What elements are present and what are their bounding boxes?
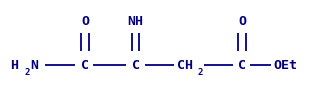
Text: C: C xyxy=(132,58,140,71)
Text: O: O xyxy=(81,15,89,28)
Text: H: H xyxy=(10,58,18,71)
Text: NH: NH xyxy=(128,15,144,28)
Text: O: O xyxy=(238,15,246,28)
Text: 2: 2 xyxy=(25,68,30,77)
Text: 2: 2 xyxy=(197,68,202,77)
Text: C: C xyxy=(81,58,89,71)
Text: N: N xyxy=(30,58,38,71)
Text: C: C xyxy=(238,58,246,71)
Text: OEt: OEt xyxy=(273,58,297,71)
Text: CH: CH xyxy=(177,58,193,71)
